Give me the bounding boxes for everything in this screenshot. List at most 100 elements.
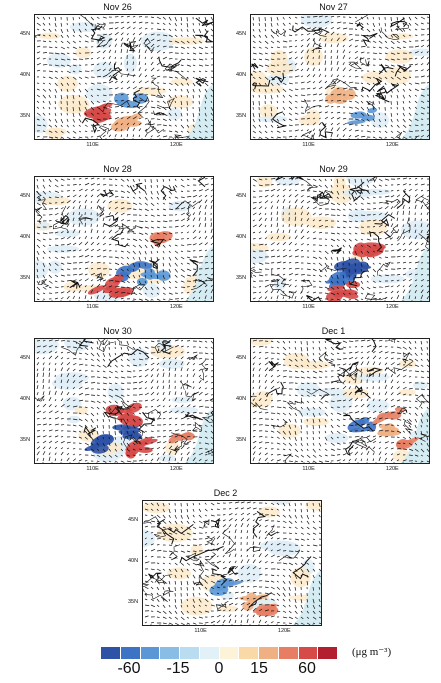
wind-vector	[198, 586, 201, 590]
wind-vector	[204, 604, 207, 607]
wind-vector	[204, 255, 209, 258]
wind-vector	[114, 230, 119, 234]
wind-vector	[216, 586, 220, 589]
wind-vector	[294, 135, 298, 138]
wind-vector	[288, 454, 294, 457]
wind-vector	[114, 274, 119, 277]
wind-vector	[270, 28, 273, 32]
wind-vector	[138, 393, 143, 396]
wind-vector	[60, 46, 65, 50]
wind-vector	[120, 358, 123, 362]
wind-vector	[300, 448, 303, 452]
wind-vector	[132, 99, 137, 102]
wind-vector	[288, 124, 293, 127]
wind-vector	[54, 231, 59, 234]
wind-vector	[330, 262, 333, 266]
wind-vector	[420, 256, 424, 258]
wind-vector	[132, 21, 137, 24]
wind-vector	[90, 442, 94, 446]
wind-vector	[300, 346, 303, 352]
boundary-line	[167, 524, 194, 535]
shading-patch	[298, 115, 321, 126]
wind-vector	[306, 544, 310, 547]
wind-vector	[120, 16, 124, 18]
wind-vector	[36, 94, 40, 98]
shading-patch	[305, 216, 337, 230]
lat-tick-label: 40N	[236, 395, 247, 402]
wind-vector	[156, 357, 160, 360]
wind-vector	[318, 207, 322, 210]
wind-vector	[408, 82, 413, 85]
wind-vector	[360, 423, 365, 426]
wind-vector	[90, 255, 94, 258]
wind-vector	[252, 16, 254, 21]
wind-vector	[408, 34, 412, 37]
shading-patch	[328, 183, 355, 204]
wind-vector	[132, 127, 135, 132]
wind-vector	[318, 370, 323, 373]
wind-vector	[252, 524, 255, 528]
wind-vector	[402, 296, 405, 300]
wind-vector	[354, 451, 359, 456]
wind-vector	[36, 100, 40, 103]
wind-vector	[60, 118, 64, 124]
wind-vector	[198, 189, 203, 192]
wind-vector	[324, 406, 328, 409]
wind-vector	[168, 372, 171, 378]
map-panel-nov28: Nov 28 45N 40N 35N 110E 120E	[20, 164, 215, 324]
wind-vector	[114, 358, 118, 363]
wind-vector	[126, 256, 129, 260]
wind-vector	[150, 67, 155, 72]
wind-vector	[48, 190, 51, 193]
wind-vector	[264, 592, 269, 595]
wind-vector	[294, 556, 298, 559]
wind-vector	[342, 385, 347, 390]
shading-patch	[250, 70, 267, 87]
wind-vector	[84, 352, 89, 356]
wind-vector	[276, 295, 279, 300]
wind-vector	[90, 406, 94, 409]
wind-vector	[408, 22, 412, 26]
wind-vector	[180, 16, 183, 21]
wind-vector	[282, 261, 286, 264]
wind-vector	[198, 40, 203, 44]
wind-vector	[288, 290, 291, 294]
wind-vector	[240, 507, 244, 510]
wind-vector	[180, 82, 184, 86]
wind-vector	[408, 88, 412, 92]
lat-tick-label: 40N	[236, 71, 247, 78]
wind-vector	[174, 100, 177, 104]
wind-vector	[258, 436, 263, 438]
wind-vector	[180, 124, 185, 129]
wind-vector	[84, 406, 88, 409]
wind-vector	[150, 81, 155, 84]
wind-vector	[276, 537, 280, 540]
ocean-area	[400, 83, 430, 140]
wind-vector	[414, 198, 418, 204]
wind-vector	[48, 452, 51, 456]
wind-vector	[276, 189, 280, 192]
wind-vector	[60, 391, 64, 396]
wind-vector	[42, 232, 48, 235]
boundary-line	[272, 420, 288, 429]
wind-vector	[330, 127, 334, 132]
anomaly-blob	[367, 107, 378, 114]
wind-vector	[300, 364, 304, 367]
wind-vector	[300, 33, 304, 36]
wind-vector	[408, 178, 412, 180]
wind-vector	[282, 241, 286, 246]
wind-vector	[198, 279, 202, 282]
wind-vector	[324, 292, 329, 294]
wind-vector	[156, 256, 159, 261]
anomaly-blob	[332, 289, 352, 297]
wind-vector	[186, 430, 191, 432]
wind-vector	[300, 358, 303, 362]
wind-vector	[42, 52, 48, 54]
wind-vector	[270, 34, 275, 39]
wind-vector	[264, 357, 269, 360]
wind-vector	[36, 28, 40, 31]
wind-vector	[288, 204, 291, 210]
wind-vector	[288, 177, 294, 180]
wind-vector	[48, 274, 52, 279]
wind-vector	[372, 286, 377, 289]
